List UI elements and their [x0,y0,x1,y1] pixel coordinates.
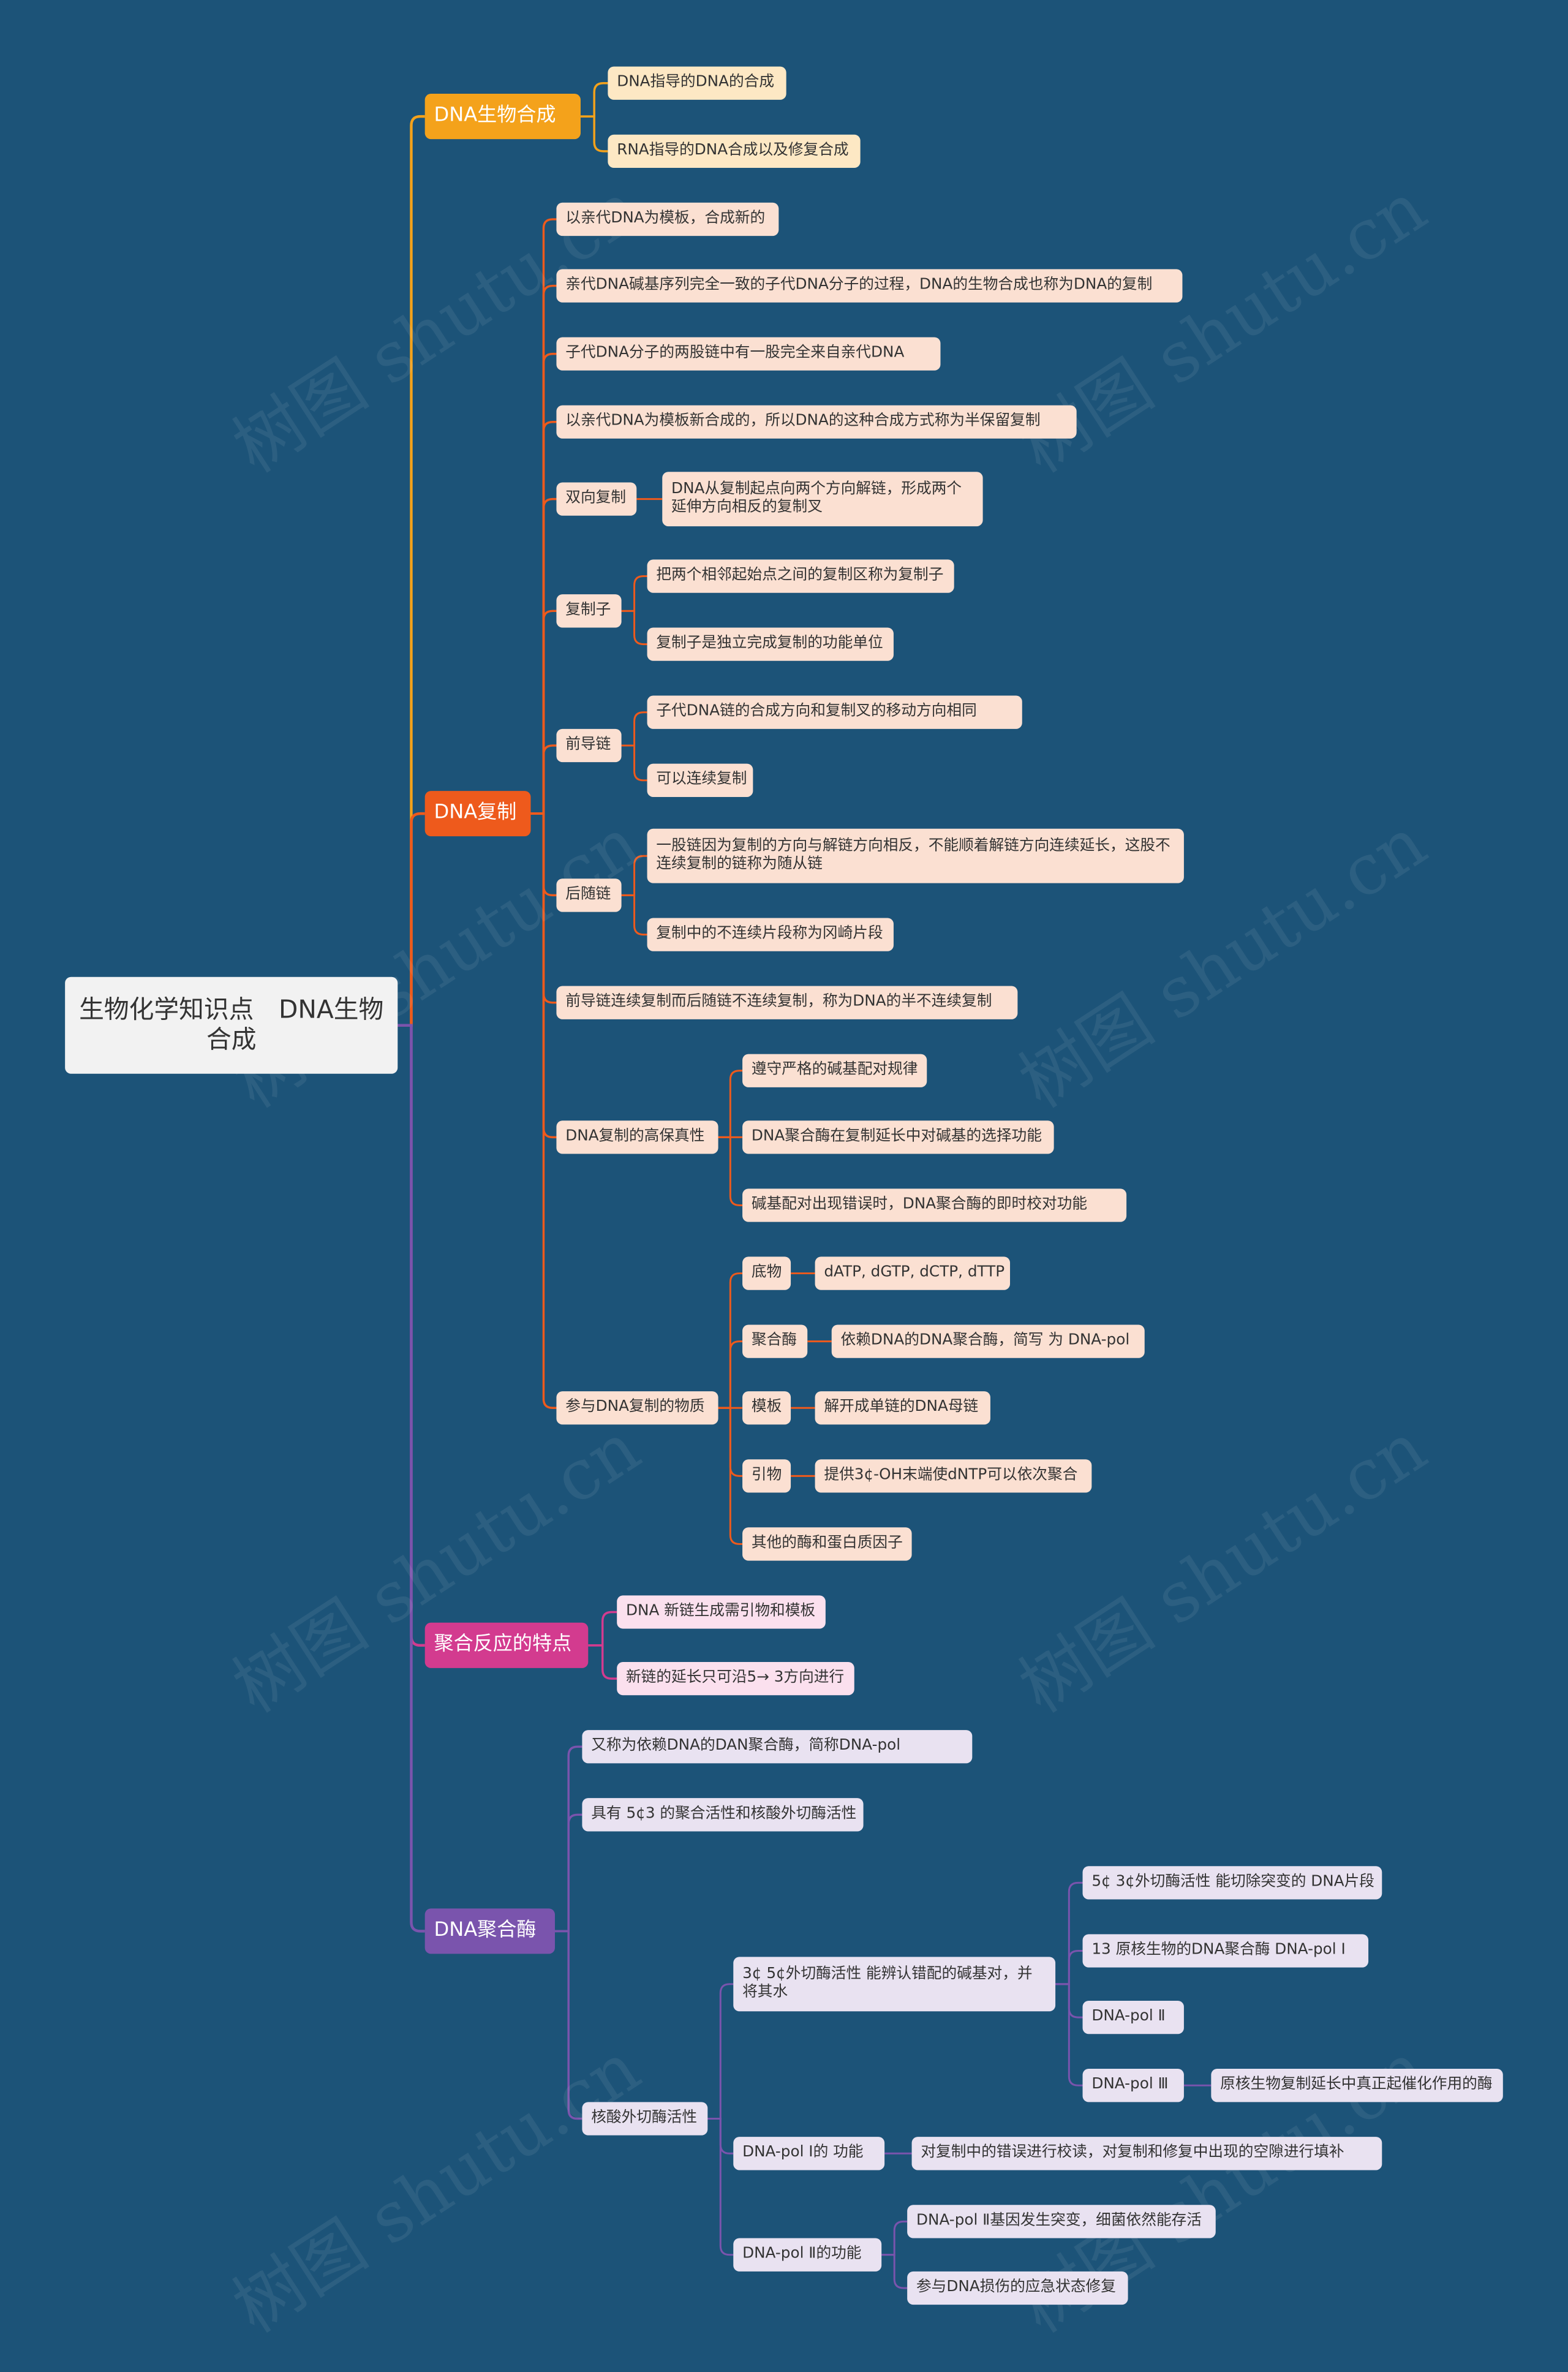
connector-line [530,610,557,815]
connector-line [554,1813,582,1933]
connector-line [621,894,647,936]
connector-line [588,1644,617,1680]
branch-dna-polymerase[interactable]: DNA聚合酶 [424,1908,555,1954]
topic-node[interactable]: 参与DNA复制的物质 [556,1391,718,1425]
connector-line [398,1024,425,1933]
connector-line [1055,1983,1083,2087]
topic-node[interactable]: 子代DNA分子的两股链中有一股完全来自亲代DNA [556,337,941,371]
connector-line [530,421,557,815]
topic-node[interactable]: 复制子 [556,594,622,628]
topic-node[interactable]: 聚合酶 [742,1324,808,1358]
topic-node[interactable]: 5¢ 3¢外切酶活性 能切除突变的 DNA片段 [1082,1866,1382,1900]
connector-line [530,812,557,1409]
topic-node[interactable]: RNA指导的DNA合成以及修复合成 [608,134,861,168]
connector-line [621,575,647,612]
topic-node[interactable]: DNA聚合酶在复制延长中对碱基的选择功能 [742,1120,1054,1154]
connector-line [707,1983,734,2120]
topic-node[interactable]: 3¢ 5¢外切酶活性 能辨认错配的碱基对，并将其水 [733,1957,1056,2012]
topic-node[interactable]: 遵守严格的碱基配对规律 [742,1054,927,1087]
connector-line [718,1407,743,1545]
topic-node[interactable]: 前导链 [556,728,622,763]
topic-node[interactable]: 参与DNA损伤的应急状态修复 [907,2271,1128,2305]
topic-node[interactable]: DNA指导的DNA的合成 [608,66,786,100]
topic-node[interactable]: 解开成单链的DNA母链 [815,1391,990,1425]
topic-node[interactable]: 一股链因为复制的方向与解链方向相反，不能顺着解链方向连续延长，这股不连续复制的链… [647,828,1184,883]
topic-node[interactable]: 把两个相邻起始点之间的复制区称为复制子 [647,559,954,593]
topic-node[interactable]: DNA 新链生成需引物和模板 [617,1595,826,1629]
connector-line [530,218,557,815]
topic-node[interactable]: 双向复制 [556,482,637,516]
topic-node[interactable]: 可以连续复制 [647,763,753,797]
root-topic[interactable]: 生物化学知识点 DNA生物合成 [65,976,398,1074]
topic-node[interactable]: 碱基配对出现错误时，DNA聚合酶的即时校对功能 [742,1188,1127,1222]
topic-node[interactable]: DNA-pol Ⅱ的功能 [733,2238,882,2272]
connector-line [554,1930,582,2120]
connector-line [621,711,647,747]
topic-node[interactable]: 对复制中的错误进行校读，对复制和修复中出现的空隙进行填补 [911,2137,1382,2170]
topic-node[interactable]: DNA复制的高保真性 [556,1120,718,1154]
topic-node[interactable]: 复制子是独立完成复制的功能单位 [647,627,894,661]
topic-node[interactable]: 核酸外切酶活性 [582,2102,708,2136]
topic-node[interactable]: DNA从复制起点向两个方向解链，形成两个延伸方向相反的复制叉 [662,472,983,527]
topic-node[interactable]: 复制中的不连续片段称为冈崎片段 [647,918,894,951]
connector-line [707,2118,734,2256]
topic-node[interactable]: 13 原核生物的DNA聚合酶 DNA-pol Ⅰ [1082,1934,1369,1968]
connector-line [554,1745,582,1933]
topic-node[interactable]: 又称为依赖DNA的DAN聚合酶，简称DNA-pol [582,1730,973,1764]
topic-node[interactable]: 前导链连续复制而后随链不连续复制，称为DNA的半不连续复制 [556,986,1018,1019]
connector-line [718,1136,743,1206]
topic-node[interactable]: DNA-pol Ⅱ基因发生突变，细菌依然能存活 [907,2205,1216,2238]
topic-node[interactable]: 底物 [742,1256,791,1290]
connector-line [530,284,557,815]
connector-line [580,82,608,118]
topic-node[interactable]: 后随链 [556,878,622,912]
connector-line [1055,1950,1083,1985]
topic-node[interactable]: 提供3¢-OH末端使dNTP可以依次聚合 [815,1459,1092,1493]
topic-node[interactable]: 其他的酶和蛋白质因子 [742,1527,912,1561]
connector-line [621,855,647,896]
topic-node[interactable]: DNA-pol Ⅲ [1082,2069,1184,2102]
connector-line [718,1272,743,1409]
connector-line [398,115,425,1027]
branch-polymerization-features[interactable]: 聚合反应的特点 [424,1622,589,1668]
connector-line [881,2220,908,2256]
topic-node[interactable]: 以亲代DNA为模板，合成新的 [556,202,779,236]
topic-node[interactable]: 原核生物复制延长中真正起催化作用的酶 [1211,2069,1503,2102]
connector-line [718,1340,743,1409]
topic-node[interactable]: 模板 [742,1391,791,1425]
topic-node[interactable]: 子代DNA链的合成方向和复制叉的移动方向相同 [647,695,1022,729]
connector-line [1055,1881,1083,1985]
connector-line [718,1070,743,1138]
connector-line [530,744,557,815]
topic-node[interactable]: DNA-pol Ⅰ的 功能 [733,2137,885,2170]
connector-line [530,352,557,815]
topic-node[interactable]: 依赖DNA的DNA聚合酶，简写 为 DNA-pol [831,1324,1145,1358]
topic-node[interactable]: 新链的延长只可沿5→ 3方向进行 [617,1661,854,1696]
connector-line [588,1611,617,1647]
topic-node[interactable]: 以亲代DNA为模板新合成的，所以DNA的这种合成方式称为半保留复制 [556,405,1077,439]
topic-node[interactable]: 亲代DNA碱基序列完全一致的子代DNA分子的过程，DNA的生物合成也称为DNA的… [556,269,1183,303]
connector-line [621,744,647,782]
topic-node[interactable]: DNA-pol Ⅱ [1082,2000,1184,2034]
connector-line [881,2254,908,2289]
topic-node[interactable]: 引物 [742,1459,791,1493]
connector-line [621,610,647,646]
connector-line [580,115,608,153]
branch-dna-replication[interactable]: DNA复制 [424,791,531,837]
topic-node[interactable]: 具有 5¢3 的聚合活性和核酸外切酶活性 [582,1798,864,1832]
connector-line [398,812,425,1027]
connector-line [530,497,557,815]
branch-dna-biosynthesis[interactable]: DNA生物合成 [424,94,581,140]
topic-node[interactable]: dATP, dGTP, dCTP, dTTP [815,1256,1011,1290]
